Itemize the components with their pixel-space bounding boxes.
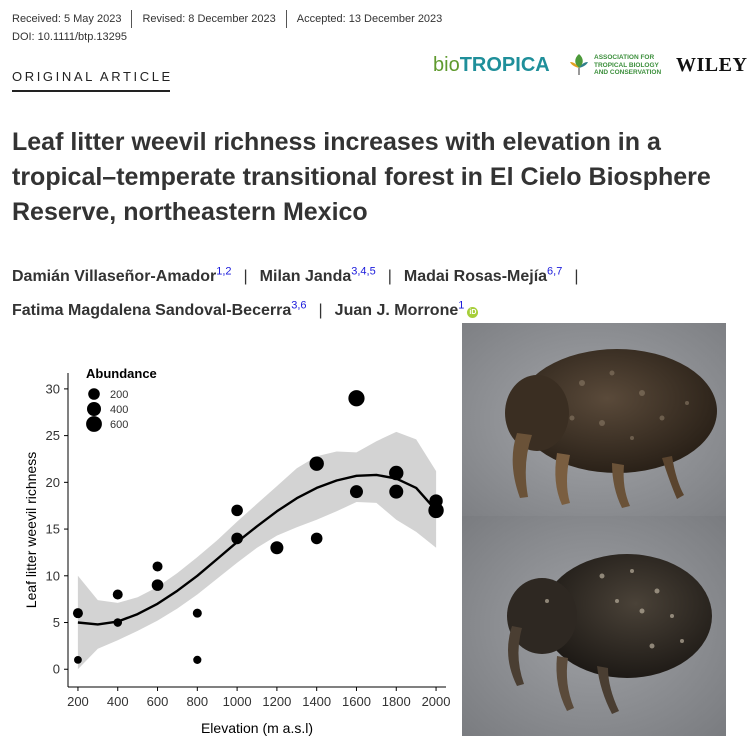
y-tick-label: 15	[46, 522, 60, 537]
data-point	[231, 532, 243, 545]
author[interactable]: Fatima Magdalena Sandoval-Becerra3,6	[12, 299, 307, 319]
x-tick-label: 400	[107, 694, 129, 709]
paper-title: Leaf litter weevil richness increases wi…	[12, 128, 711, 226]
author[interactable]: Madai Rosas-Mejía6,7	[403, 266, 563, 286]
x-tick-label: 2000	[422, 694, 451, 709]
data-point	[349, 485, 363, 499]
y-tick-label: 10	[46, 568, 60, 583]
atbc-leaf-icon	[570, 54, 588, 75]
dates-row: Received: 5 May 2023 Revised: 8 December…	[12, 10, 442, 28]
legend-label: 600	[110, 419, 128, 431]
x-tick-label: 1200	[262, 694, 291, 709]
affiliation-ref[interactable]: 1	[458, 299, 465, 312]
y-tick-label: 0	[53, 662, 60, 677]
affiliation-ref[interactable]: 3,4,5	[351, 266, 376, 278]
author-separator: |	[387, 268, 392, 286]
received-date: Received: 5 May 2023	[12, 13, 122, 25]
separator	[285, 10, 287, 28]
x-tick-label: 1000	[223, 694, 252, 709]
legend-marker	[87, 402, 101, 416]
article-type-label: ORIGINAL ARTICLE	[12, 69, 173, 84]
x-tick-label: 1800	[382, 694, 411, 709]
data-point	[389, 484, 404, 499]
x-tick-label: 1400	[302, 694, 331, 709]
author[interactable]: Juan J. Morrone1	[334, 299, 465, 319]
author[interactable]: Damián Villaseñor-Amador1,2	[12, 266, 232, 286]
x-tick-label: 200	[67, 694, 89, 709]
data-point	[113, 618, 123, 627]
data-point	[310, 532, 323, 545]
data-point	[151, 579, 164, 591]
data-point	[348, 390, 365, 407]
data-point	[112, 589, 123, 600]
weevil-photo-dorsal	[462, 323, 726, 516]
author-separator: |	[243, 268, 248, 286]
accepted-date: Accepted: 13 December 2023	[296, 13, 443, 25]
y-tick-label: 20	[46, 475, 60, 490]
x-axis-title: Elevation (m a.s.l)	[201, 720, 313, 736]
author-separator: |	[318, 301, 323, 319]
data-point	[309, 456, 324, 471]
data-point	[428, 502, 444, 519]
biotropica-logo[interactable]: bioTROPICA	[433, 54, 550, 76]
data-point	[72, 608, 83, 619]
affiliation-ref[interactable]: 6,7	[547, 266, 563, 278]
revised-date: Revised: 8 December 2023	[142, 13, 276, 25]
atbc-logo-text: ASSOCIATION FOR TROPICAL BIOLOGY AND CON…	[594, 54, 662, 76]
x-tick-label: 1600	[342, 694, 371, 709]
legend-marker	[86, 416, 102, 432]
legend-label: 200	[110, 389, 128, 401]
data-point	[74, 655, 82, 664]
wiley-logo[interactable]: WILEY	[676, 54, 748, 76]
x-tick-label: 600	[147, 694, 169, 709]
data-point	[389, 465, 404, 481]
legend-title: Abundance	[86, 366, 157, 381]
data-point	[192, 608, 202, 618]
legend-marker	[88, 388, 100, 400]
data-point	[231, 504, 243, 517]
legend-label: 400	[110, 404, 128, 416]
figure: 200 400 600 800 1000 1200 1400 1600 1800 2000 0 5 10…	[0, 323, 756, 756]
y-tick-label: 5	[53, 615, 60, 630]
y-axis-title: Leaf litter weevil richness	[23, 452, 39, 608]
author[interactable]: Milan Janda3,4,5	[259, 266, 376, 286]
affiliation-ref[interactable]: 1,2	[216, 266, 232, 278]
author-list: Damián Villaseñor-Amador1,2 | Milan Janda3…	[12, 258, 747, 325]
data-point	[193, 655, 202, 664]
author-separator: |	[574, 268, 579, 286]
affiliation-ref[interactable]: 3,6	[291, 299, 307, 312]
x-tick-label: 800	[186, 694, 208, 709]
y-tick-label: 30	[46, 381, 60, 396]
scatter-chart: 200 400 600 800 1000 1200 1400 1600 1800 2000 0 5 10…	[23, 366, 451, 736]
confidence-band	[77, 431, 437, 670]
data-point	[270, 541, 284, 555]
fit-line	[77, 473, 437, 626]
weevil-photo-lateral	[462, 516, 726, 736]
y-tick-label: 25	[46, 428, 60, 443]
separator	[131, 10, 133, 28]
orcid-icon[interactable]: iD	[467, 306, 479, 318]
data-point	[152, 561, 163, 572]
article-type-underline	[12, 90, 170, 92]
doi[interactable]: DOI: 10.1111/btp.13295	[12, 31, 127, 43]
